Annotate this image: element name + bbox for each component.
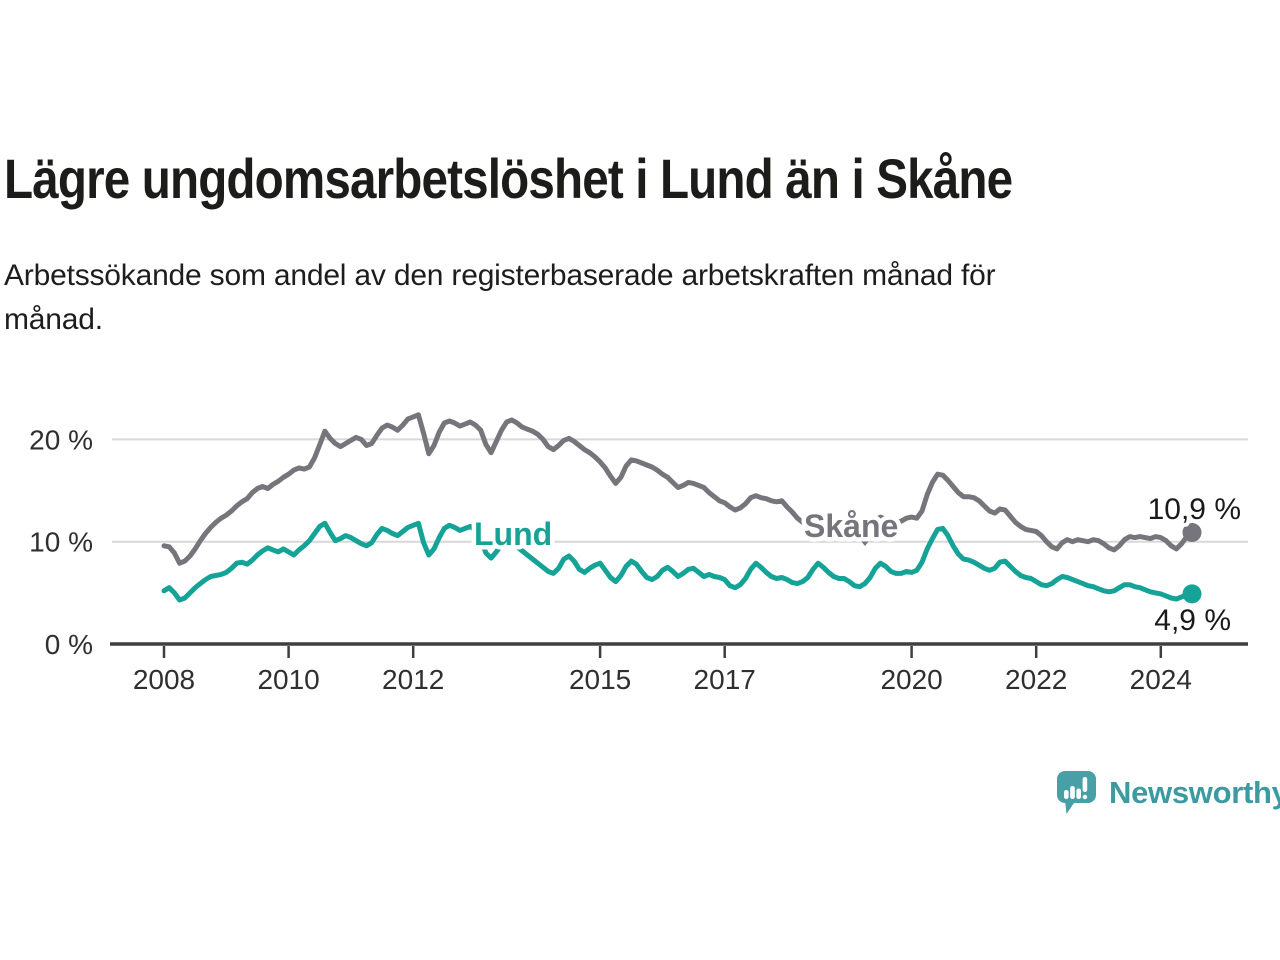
y-axis-label-0: 0 %	[45, 629, 93, 660]
newsworthy-logo[interactable]: Newsworthy	[1056, 770, 1280, 815]
x-axis-label-2022: 2022	[1005, 664, 1067, 695]
subtitle-line-1: Arbetssökande som andel av den registerb…	[4, 259, 996, 292]
logo-bar-3	[1076, 788, 1081, 799]
x-axis-label-2020: 2020	[880, 664, 942, 695]
x-axis-label-2008: 2008	[133, 664, 195, 695]
y-axis-label-10: 10 %	[29, 527, 93, 558]
x-axis-label-2015: 2015	[569, 664, 631, 695]
logo-bar-2	[1070, 786, 1075, 799]
page-subtitle: Arbetssökande som andel av den registerb…	[4, 254, 996, 341]
x-axis-label-2012: 2012	[382, 664, 444, 695]
x-axis-label-2024: 2024	[1130, 664, 1192, 695]
x-axis-label-2010: 2010	[257, 664, 319, 695]
subtitle-line-2: månad.	[4, 302, 103, 336]
lund-line	[161, 520, 1195, 603]
y-axis-label-20: 20 %	[29, 424, 93, 455]
x-axis-label-2017: 2017	[694, 664, 756, 695]
skane-series-label: Skåne	[804, 508, 898, 544]
skane-line	[161, 412, 1195, 566]
newsworthy-logo-icon	[1057, 771, 1096, 814]
logo-bar-1	[1064, 790, 1069, 799]
lund-end-value-label: 4,9 %	[1154, 604, 1231, 637]
skane-end-dot	[1182, 523, 1202, 542]
lund-end-dot	[1182, 584, 1202, 604]
logo-exclamation-dot	[1082, 794, 1088, 800]
newsworthy-logo-text: Newsworthy	[1109, 774, 1280, 810]
skane-end-value-label: 10,9 %	[1148, 493, 1241, 526]
logo-exclamation-bar	[1082, 777, 1088, 792]
lund-series-label: Lund	[474, 516, 552, 552]
page-title: Lägre ungdomsarbetslöshet i Lund än i Sk…	[4, 147, 1013, 210]
skane-label-pointer-icon	[857, 536, 873, 546]
